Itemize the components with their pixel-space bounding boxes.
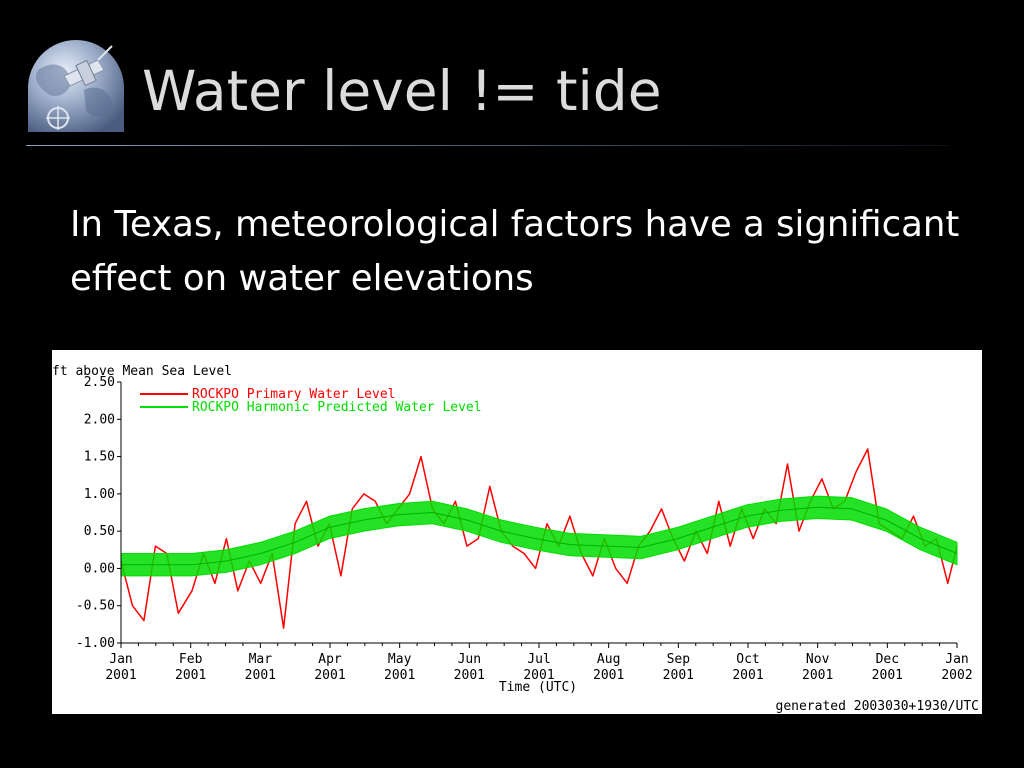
- y-tick-label: 2.50: [84, 375, 115, 390]
- y-tick-label: 2.00: [84, 412, 115, 427]
- water-level-chart-svg: ft above Mean Sea Level ROCKPO Primary W…: [52, 364, 980, 714]
- x-axis-label: Time (UTC): [499, 680, 577, 695]
- x-tick-month: Feb: [179, 652, 203, 667]
- x-tick-month: Jul: [527, 652, 550, 667]
- x-tick-month: Aug: [597, 652, 620, 667]
- x-tick-year: 2002: [941, 668, 972, 683]
- x-tick-month: Apr: [318, 652, 342, 667]
- x-tick-year: 2001: [663, 668, 694, 683]
- plot-area: [120, 448, 958, 629]
- y-tick-label: 0.00: [84, 561, 115, 576]
- x-tick-year: 2001: [802, 668, 833, 683]
- globe-logo-icon: [26, 40, 126, 132]
- x-tick-year: 2001: [175, 668, 206, 683]
- y-tick-label: 1.50: [84, 450, 115, 465]
- x-tick-year: 2001: [593, 668, 624, 683]
- chart-legend: ROCKPO Primary Water Level ROCKPO Harmon…: [140, 387, 482, 415]
- x-tick-year: 2001: [384, 668, 415, 683]
- x-tick-month: Dec: [876, 652, 899, 667]
- x-tick-month: Sep: [667, 652, 691, 667]
- chart-axes: 2.502.001.501.000.500.00-0.50-1.00Jan200…: [76, 375, 973, 683]
- title-divider: [26, 145, 948, 146]
- slide-body-text: In Texas, meteorological factors have a …: [70, 204, 960, 299]
- y-tick-label: -1.00: [76, 636, 115, 651]
- x-tick-month: Nov: [806, 652, 830, 667]
- x-tick-month: Jan: [109, 652, 132, 667]
- x-tick-month: Oct: [736, 652, 759, 667]
- slide-title: Water level != tide: [142, 59, 662, 123]
- x-tick-year: 2001: [454, 668, 485, 683]
- x-tick-year: 2001: [245, 668, 276, 683]
- y-tick-label: 1.00: [84, 487, 115, 502]
- x-tick-year: 2001: [314, 668, 345, 683]
- water-level-chart: ft above Mean Sea Level ROCKPO Primary W…: [52, 350, 982, 714]
- legend-label-predicted: ROCKPO Harmonic Predicted Water Level: [192, 400, 482, 415]
- x-tick-year: 2001: [732, 668, 763, 683]
- x-tick-year: 2001: [872, 668, 903, 683]
- legend-label-primary: ROCKPO Primary Water Level: [192, 387, 396, 402]
- x-tick-month: May: [388, 652, 412, 667]
- y-tick-label: -0.50: [76, 599, 115, 614]
- x-tick-month: Jun: [458, 652, 481, 667]
- x-tick-year: 2001: [523, 668, 554, 683]
- chart-footer: generated 2003030+1930/UTC: [776, 699, 980, 714]
- x-tick-year: 2001: [105, 668, 136, 683]
- series-line-predicted: [121, 506, 958, 566]
- y-tick-label: 0.50: [84, 524, 115, 539]
- x-tick-month: Mar: [249, 652, 273, 667]
- y-axis-label: ft above Mean Sea Level: [52, 364, 232, 379]
- x-tick-month: Jan: [945, 652, 968, 667]
